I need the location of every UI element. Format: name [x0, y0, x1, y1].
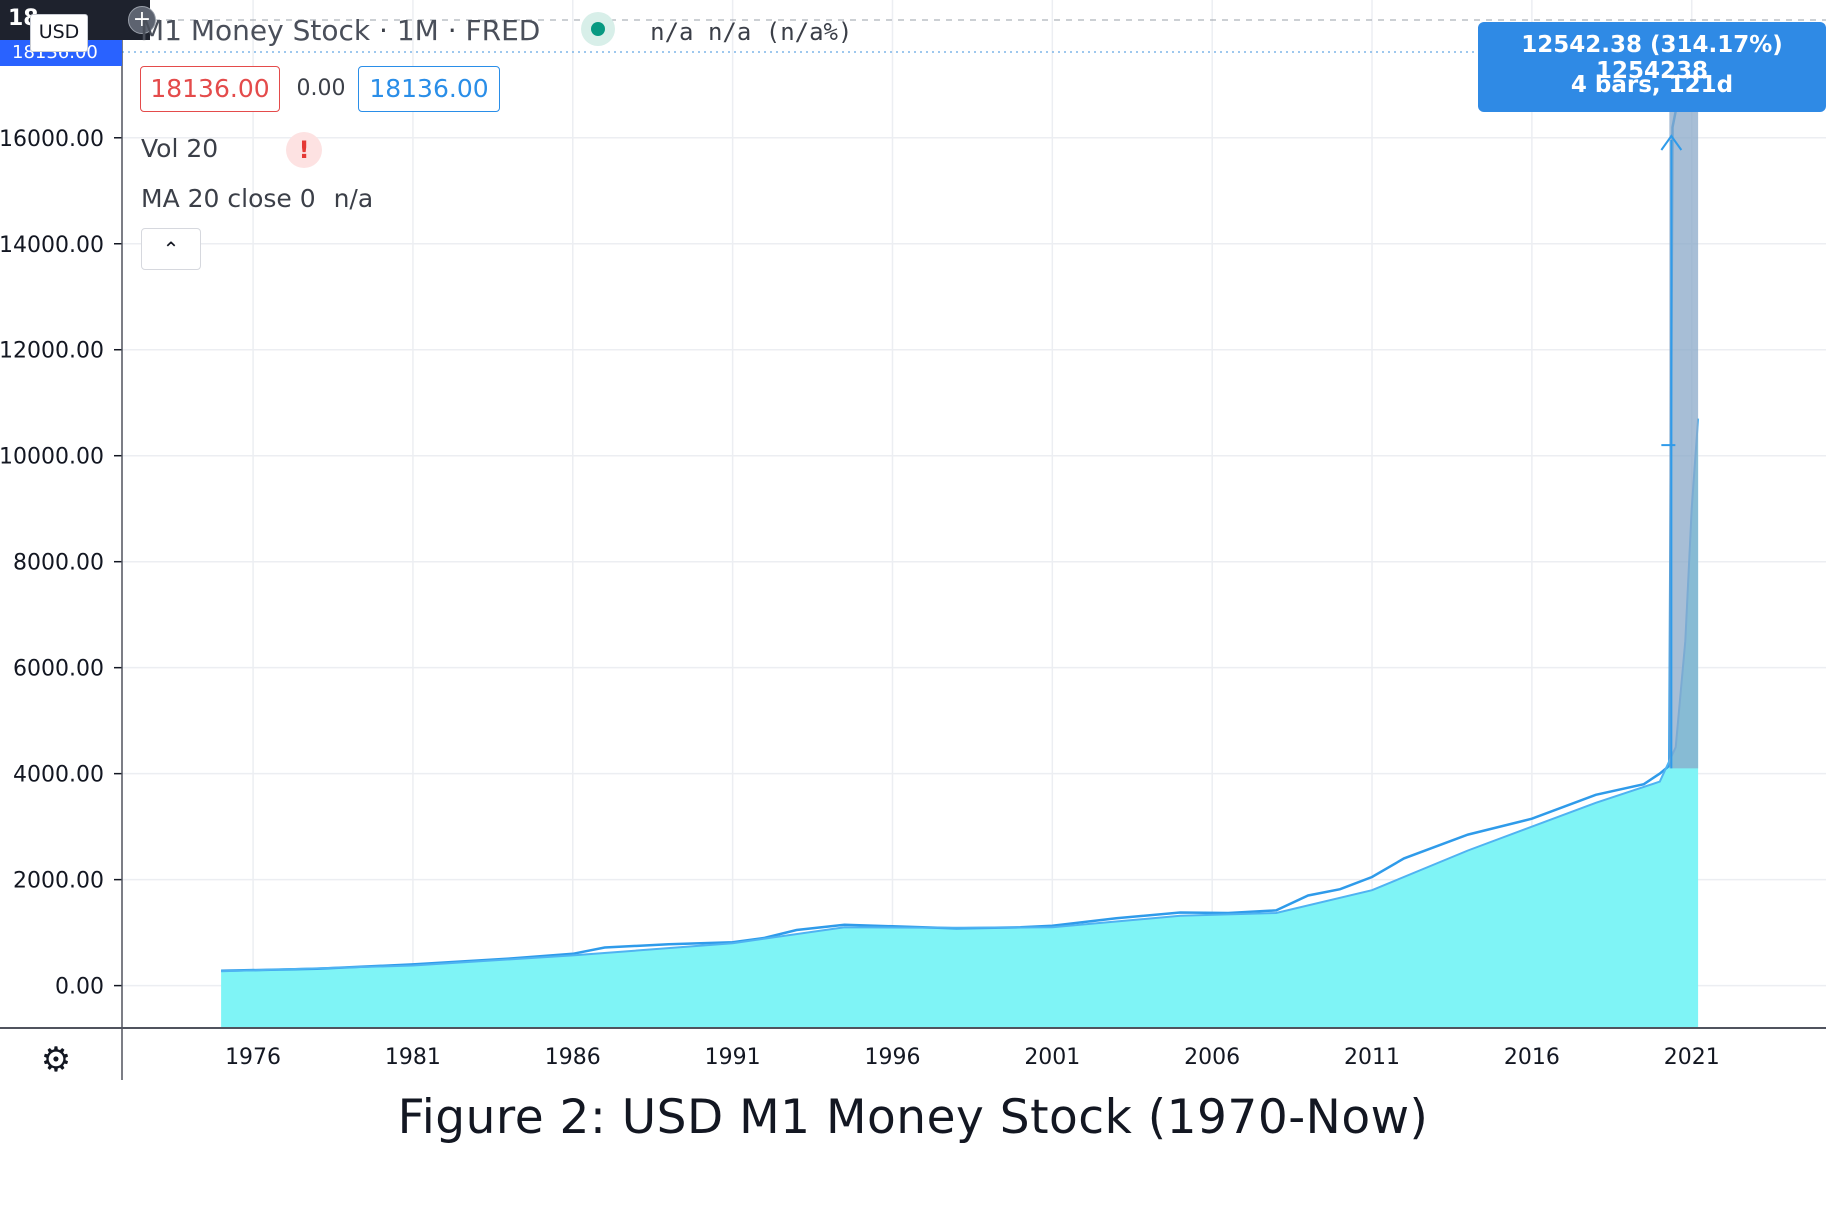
y-axis-labels: 16000.00 14000.00 12000.00 10000.00 8000.00 6…: [0, 127, 104, 1000]
indicator-vol[interactable]: Vol 20 !: [141, 132, 323, 168]
measure-tooltip-bars: 4 bars, 121d: [1570, 72, 1734, 98]
gear-icon[interactable]: ⚙: [40, 1040, 72, 1080]
x-tick-label: 2016: [1504, 1045, 1560, 1070]
indicator-ma[interactable]: MA 20 close 0 n/a: [141, 184, 373, 213]
legend-separator: ·: [447, 14, 457, 47]
x-axis-labels: 1976 1981 1986 1991 1996 2001 2006 2011 2016 2021: [225, 1045, 1720, 1070]
series-line: [221, 78, 1700, 973]
y-tick-label: 6000.00: [13, 657, 104, 682]
x-tick-label: 2021: [1664, 1045, 1720, 1070]
axes: [0, 0, 1826, 1080]
x-tick-label: 1981: [385, 1045, 441, 1070]
y-tick-label: 12000.00: [0, 339, 104, 364]
measure-range: [1660, 95, 1699, 769]
y-tick-label: 10000.00: [0, 445, 104, 470]
source-label: FRED: [465, 14, 541, 47]
y-tick-label: 8000.00: [13, 551, 104, 576]
x-tick-label: 2006: [1184, 1045, 1240, 1070]
measure-tooltip-values: 12542.38 (314.17%) 1254238: [1521, 32, 1783, 84]
x-tick-label: 1976: [225, 1045, 281, 1070]
y-tick-label: 16000.00: [0, 127, 104, 152]
market-status-icon: [581, 12, 616, 46]
x-tick-label: 1986: [545, 1045, 601, 1070]
symbol-legend[interactable]: M1 Money Stock · 1M · FRED n/a n/a (n/a%…: [140, 12, 853, 49]
symbol-name[interactable]: M1 Money Stock: [140, 14, 371, 47]
y-tick-label: 0.00: [55, 975, 104, 1000]
x-tick-label: 2011: [1344, 1045, 1400, 1070]
x-tick-label: 1996: [864, 1045, 920, 1070]
measure-range-arrowhead: [1660, 134, 1683, 151]
figure-caption: Figure 2: USD M1 Money Stock (1970-Now): [397, 1090, 1429, 1145]
measure-tooltip: 12542.38 (314.17%) 1254238 4 bars, 121d: [1478, 22, 1826, 112]
indicator-ma-value: n/a: [333, 184, 374, 213]
sell-price-button[interactable]: 18136.00: [140, 66, 280, 112]
legend-separator: ·: [379, 14, 388, 47]
x-tick-label: 1991: [705, 1045, 761, 1070]
collapse-legend-button[interactable]: ⌃: [141, 228, 201, 270]
warning-icon[interactable]: !: [286, 132, 323, 168]
plus-circle-icon[interactable]: +: [128, 6, 156, 34]
measure-range-fill: [1669, 95, 1699, 769]
x-tick-label: 2001: [1024, 1045, 1080, 1070]
spread-value: 0.00: [296, 66, 346, 112]
y-tick-label: 2000.00: [13, 869, 104, 894]
buy-price-button[interactable]: 18136.00: [358, 66, 500, 112]
area-fill: [221, 418, 1699, 1029]
grid-lines: [122, 0, 1826, 1028]
y-tick-label: 4000.00: [13, 763, 104, 788]
currency-tag[interactable]: USD: [30, 14, 88, 52]
area-series: [221, 78, 1700, 1029]
y-tick-label: 14000.00: [0, 233, 104, 258]
interval-label[interactable]: 1M: [396, 14, 439, 47]
ohlc-values: n/a n/a (n/a%): [650, 18, 853, 46]
indicator-vol-label: Vol 20: [141, 134, 219, 163]
indicator-ma-label: MA 20 close 0: [141, 184, 316, 213]
